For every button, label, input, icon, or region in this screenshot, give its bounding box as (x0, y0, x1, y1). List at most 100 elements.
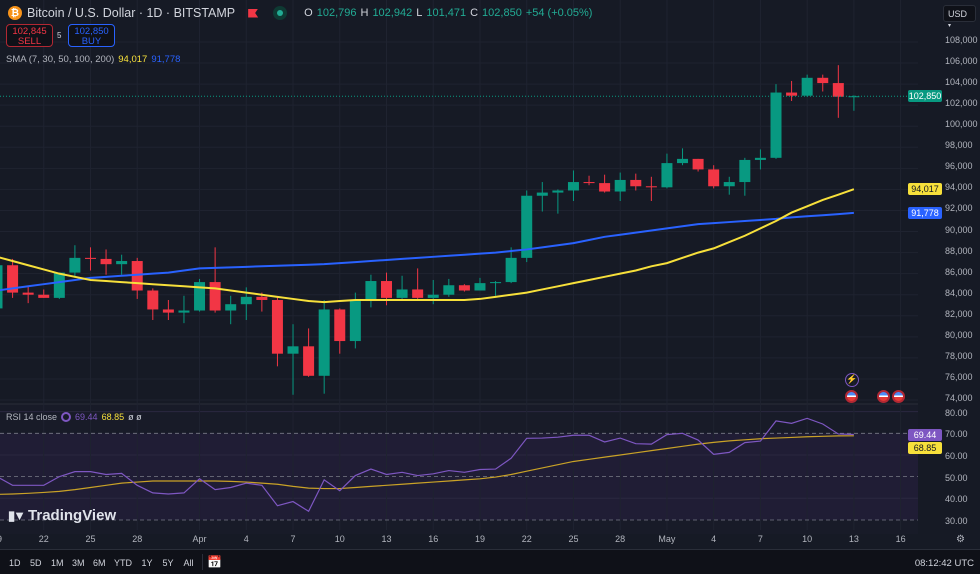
clock[interactable]: 08:12:42 UTC (914, 558, 974, 569)
candle-body (708, 169, 720, 187)
price-tick-label: 74,000 (945, 393, 973, 404)
candle-body (801, 77, 813, 96)
date-tick-label: 10 (802, 534, 813, 544)
candle-body (723, 182, 735, 187)
price-tick-label: 84,000 (945, 287, 973, 298)
sell-label: SELL (17, 36, 42, 47)
candle-body (69, 257, 81, 273)
range-button-5y[interactable]: 5Y (162, 558, 174, 568)
price-tick-label: 78,000 (945, 350, 973, 361)
price-tick-label: 100,000 (945, 119, 978, 130)
candle-body (84, 257, 96, 259)
range-button-1d[interactable]: 1D (9, 558, 21, 568)
price-tick-label: 90,000 (945, 224, 973, 235)
candle-body (536, 192, 548, 196)
price-tick-label: 80,000 (945, 329, 973, 340)
range-button-6m[interactable]: 6M (93, 558, 106, 568)
candle-body (614, 179, 626, 192)
flag-icon[interactable] (248, 8, 259, 18)
us-flag-event-icon[interactable] (892, 390, 905, 403)
ohlc-values: O 102,796 H 102,942 L 101,471 C 102,850 +54 … (304, 7, 593, 19)
candle-body (786, 92, 798, 96)
candle-body (521, 195, 533, 258)
price-tick-label: 94,000 (945, 182, 973, 193)
candle-body (209, 282, 221, 311)
range-button-1y[interactable]: 1Y (141, 558, 153, 568)
candle-body (505, 257, 517, 283)
rsi-label: RSI 14 close (6, 412, 58, 422)
lightning-event-icon[interactable]: ⚡ (845, 373, 859, 387)
candle-body (630, 179, 642, 187)
rsi-value: 69.44 (75, 412, 98, 422)
date-tick-label: 13 (848, 534, 859, 544)
date-tick-label: 22 (38, 534, 49, 544)
tradingview-logo[interactable]: ▮▼ TradingView (8, 507, 116, 524)
buy-label: BUY (81, 36, 102, 47)
date-tick-label: 28 (615, 534, 626, 544)
sma-value-1: 94,017 (118, 54, 148, 65)
candle-body (817, 77, 829, 84)
last-price-badge: 102,850 (908, 90, 942, 102)
close-value: 102,850 (482, 7, 522, 19)
buy-button[interactable]: 102,850 BUY (68, 24, 115, 47)
change-value: +54 (+0.05%) (525, 7, 593, 19)
price-tick-label: 82,000 (945, 308, 973, 319)
candle-body (474, 283, 486, 291)
candle-body (583, 182, 595, 184)
date-tick-label: 13 (381, 534, 392, 544)
sell-button[interactable]: 102,845 SELL (6, 24, 53, 47)
range-button-ytd[interactable]: YTD (114, 558, 132, 568)
candle-body (677, 158, 689, 164)
us-flag-event-icon[interactable] (845, 390, 858, 403)
candle-body (396, 289, 408, 298)
candle-body (661, 163, 673, 188)
range-button-5d[interactable]: 5D (30, 558, 42, 568)
candle-body (567, 182, 579, 191)
date-range-icon[interactable]: 📅 (207, 555, 222, 569)
sell-price: 102,845 (12, 26, 47, 37)
price-chart[interactable] (0, 0, 918, 548)
candle-body (100, 258, 112, 265)
rsi-tick-label: 80.00 (945, 407, 968, 418)
sma-legend[interactable]: SMA (7, 30, 50, 100, 200) 94,017 91,778 (6, 54, 180, 65)
us-flag-event-icon[interactable] (877, 390, 890, 403)
rsi-legend[interactable]: RSI 14 close 69.44 68.85 ø ø (6, 412, 142, 422)
price-tick-label: 108,000 (945, 35, 978, 45)
date-tick-label: 16 (895, 534, 906, 544)
candle-body (178, 310, 190, 313)
candle-body (318, 309, 330, 376)
range-button-1m[interactable]: 1M (51, 558, 64, 568)
sma-yellow-line (0, 188, 855, 304)
rsi-ma-line (0, 435, 854, 495)
rsi-tick-label: 30.00 (945, 515, 968, 526)
candle-body (692, 158, 704, 170)
date-tick-label: 4 (243, 534, 249, 544)
date-tick-label: 25 (85, 534, 96, 544)
date-tick-label: 7 (290, 534, 296, 544)
price-tick-label: 102,000 (945, 98, 978, 109)
settings-icon[interactable]: ⚙ (956, 534, 965, 545)
price-tick-label: 96,000 (945, 161, 973, 172)
date-tick-label: 7 (757, 534, 763, 544)
candle-body (131, 261, 143, 291)
sma1-badge: 94,017 (908, 183, 942, 195)
symbol-header: ₿ Bitcoin / U.S. Dollar · 1D · BITSTAMP … (8, 6, 592, 20)
rsi-tick-label: 60.00 (945, 450, 968, 461)
range-button-3m[interactable]: 3M (72, 558, 85, 568)
price-tick-label: 88,000 (945, 245, 973, 256)
candle-body (194, 282, 206, 311)
range-button-all[interactable]: All (183, 558, 194, 568)
candle-body (256, 296, 268, 300)
high-value: 102,942 (372, 7, 413, 19)
candle-body (271, 299, 283, 354)
date-tick-label: 4 (711, 534, 717, 544)
rsi-tick-label: 70.00 (945, 429, 968, 440)
symbol-title[interactable]: Bitcoin / U.S. Dollar · 1D · BITSTAMP (27, 6, 236, 20)
currency-select[interactable]: USD ▾ (943, 5, 976, 29)
currency-label: USD (948, 9, 968, 19)
tradingview-icon: ▮▼ (8, 507, 26, 523)
date-tick-label: 16 (428, 534, 439, 544)
price-tick-label: 76,000 (945, 371, 973, 382)
price-tick-label: 86,000 (945, 266, 973, 277)
chevron-down-icon: ▾ (948, 23, 952, 29)
